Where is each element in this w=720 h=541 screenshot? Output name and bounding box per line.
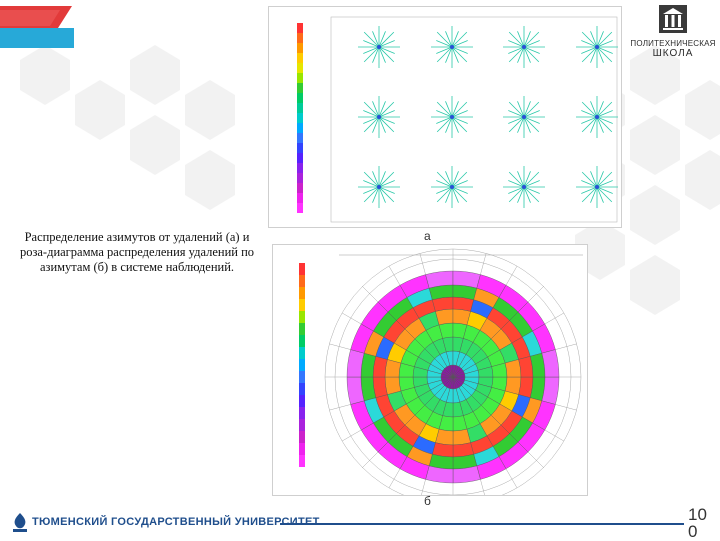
figure-a-star-plots bbox=[358, 26, 618, 208]
building-icon bbox=[658, 4, 688, 34]
logo-text-top: ПОЛИТЕХНИЧЕСКАЯ bbox=[626, 39, 720, 48]
figure-b-canvas bbox=[273, 245, 587, 495]
page-number: 10 0 bbox=[688, 506, 718, 540]
slide-caption: Распределение азимутов от удалений (а) и… bbox=[14, 230, 260, 275]
footer-divider bbox=[280, 523, 684, 525]
university-name: ТЮМЕНСКИЙ ГОСУДАРСТВЕННЫЙ УНИВЕРСИТЕТ bbox=[32, 516, 320, 528]
figure-a-color-scale bbox=[297, 23, 303, 213]
figure-b-rose-diagram bbox=[272, 244, 588, 496]
university-logo-icon bbox=[10, 512, 30, 534]
figure-a-canvas bbox=[269, 7, 621, 227]
figure-a-azimuth-plot bbox=[268, 6, 622, 228]
figure-a-label: а bbox=[424, 229, 431, 243]
figure-b-label: б bbox=[424, 494, 431, 508]
logo-text-bottom: ШКОЛА bbox=[626, 48, 720, 59]
figure-b-rose bbox=[325, 249, 581, 495]
figure-b-color-scale bbox=[299, 263, 305, 467]
header-banner bbox=[0, 0, 80, 60]
school-logo: ПОЛИТЕХНИЧЕСКАЯ ШКОЛА bbox=[626, 4, 720, 64]
